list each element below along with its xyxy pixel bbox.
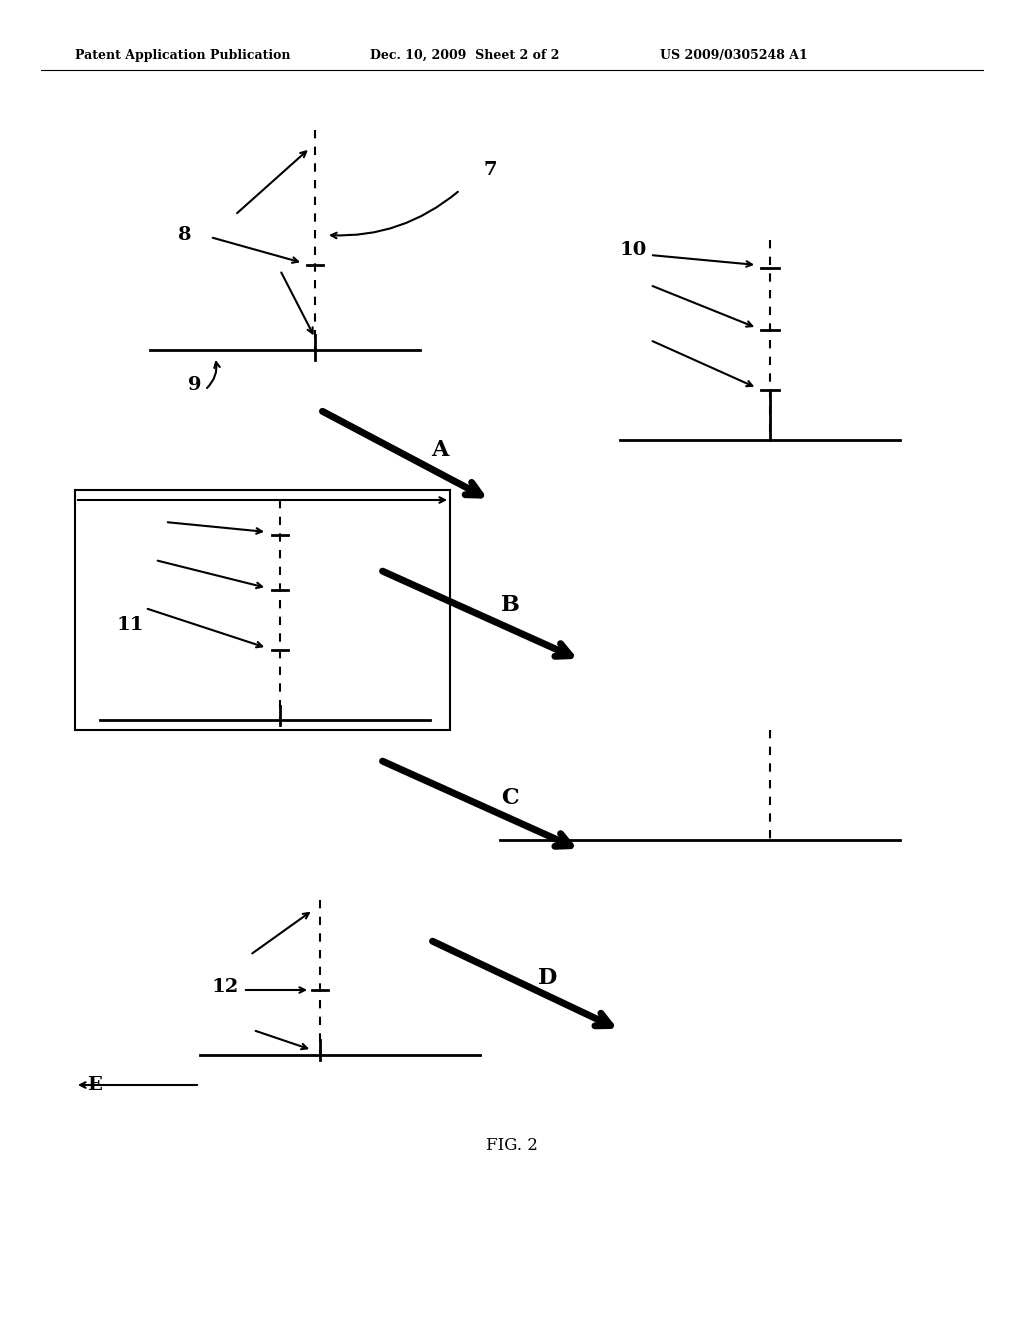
Text: 7: 7 <box>483 161 497 180</box>
Text: 9: 9 <box>188 376 202 393</box>
Text: D: D <box>539 968 558 989</box>
Text: E: E <box>88 1076 102 1094</box>
Text: Dec. 10, 2009  Sheet 2 of 2: Dec. 10, 2009 Sheet 2 of 2 <box>370 49 559 62</box>
Text: 8: 8 <box>178 226 191 244</box>
Text: FIG. 2: FIG. 2 <box>486 1137 538 1154</box>
Text: 10: 10 <box>620 242 647 259</box>
Text: Patent Application Publication: Patent Application Publication <box>75 49 291 62</box>
Text: A: A <box>431 440 449 461</box>
Text: C: C <box>501 787 519 809</box>
Text: US 2009/0305248 A1: US 2009/0305248 A1 <box>660 49 808 62</box>
Text: B: B <box>501 594 519 616</box>
Bar <box>75 490 450 730</box>
Text: 11: 11 <box>117 616 143 634</box>
Text: 12: 12 <box>211 978 239 997</box>
